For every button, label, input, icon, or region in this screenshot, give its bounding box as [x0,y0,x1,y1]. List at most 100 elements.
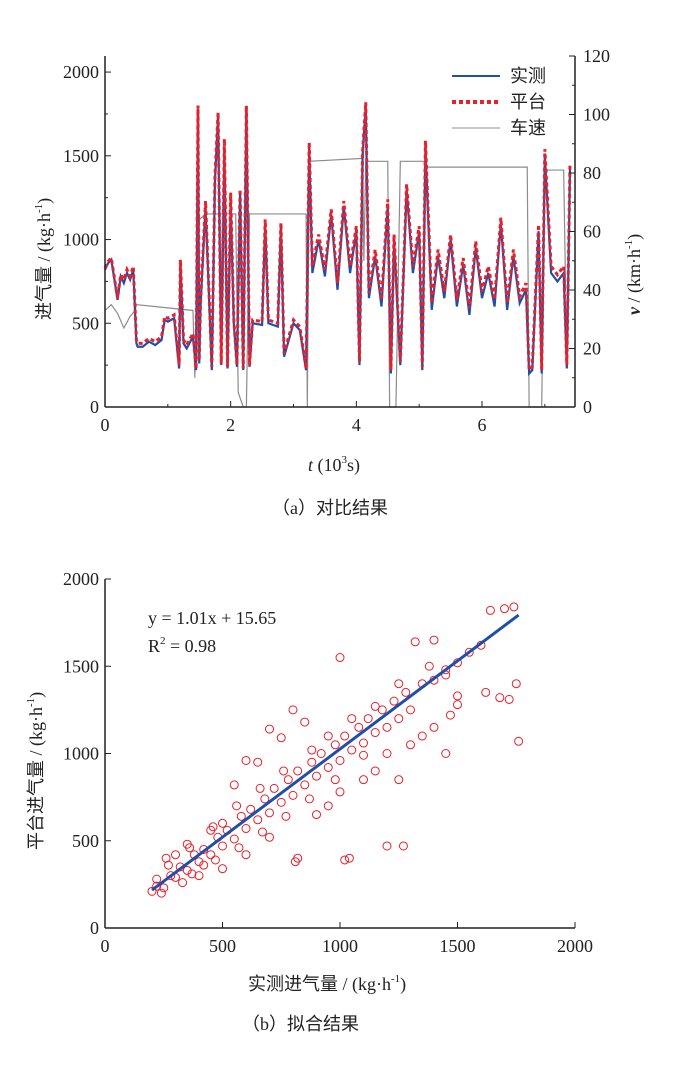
scatter-point [241,824,251,834]
scatter-point [281,811,291,821]
scatter-point [464,647,474,657]
scatter-point [410,637,420,647]
scatter-point [340,855,350,865]
fit-equation: y = 1.01x + 15.65 [148,608,276,628]
scatter-point [335,755,345,765]
scatter-point [265,724,274,734]
x-tick-label: 4 [352,415,361,435]
y-tick-label: 2000 [63,62,99,82]
scatter-point [354,722,364,732]
scatter-point [485,605,495,615]
scatter-point [288,705,298,715]
fit-chart: 0 500 1000 1500 2000 0 500 1000 1500 2000 y = 1.0… [25,569,593,1034]
scatter-point [340,731,350,741]
scatter-point [265,832,274,842]
scatter-point [394,679,404,689]
y2-tick-label: 20 [583,339,601,359]
scatter-point [232,801,242,811]
platform-line [103,102,572,374]
scatter-point [265,808,274,818]
legend-label-platform: 平台 [510,92,546,112]
y2-label-exp: -1 [623,240,635,249]
x-tick-label: 0 [101,415,110,435]
scatter-point [229,834,239,844]
scatter-point [394,714,404,724]
scatter-point [481,687,491,697]
scatter-point [330,775,340,785]
scatter-point [406,740,415,750]
legend-label-measured: 实测 [510,66,546,86]
scatter-point [363,714,373,724]
y-axis-label: 平台进气量 / (kg·h-1) [25,692,47,850]
scatter-point [359,775,368,785]
r-squared: R2 = 0.98 [148,635,216,656]
scatter-point [218,818,227,828]
r2-prefix: R [148,636,160,656]
x-tick-label: 1500 [440,936,476,956]
fit-line [151,613,520,892]
scatter-point [163,860,173,870]
scatter-point [330,740,340,750]
scatter-point [377,705,387,715]
y-tick-label: 1000 [63,230,99,250]
scatter-point [218,841,227,851]
scatter-point [417,731,427,741]
scatter-point [199,860,209,870]
legend-label-speed: 车速 [510,118,546,138]
y2-tick-label: 60 [583,222,601,242]
y2-tick-label: 0 [583,397,592,417]
scatter-point [290,857,300,867]
scatter-point [370,766,380,776]
scatter-point [304,794,314,804]
measured-line [104,105,572,377]
scatter-point [246,804,256,814]
x-tick-label: 6 [478,415,487,435]
scatter-point [307,757,317,767]
y2-label-end: ) [624,234,645,240]
scatter-point [300,717,310,727]
scatter-point [276,733,286,743]
y-tick-label: 1500 [63,656,99,676]
y-tick-label: 1000 [63,744,99,764]
scatter-point [453,700,462,710]
scatter-point [241,850,251,860]
scatter-point [187,869,197,879]
y2-tick-label: 120 [583,46,610,66]
scatter-point [236,811,246,821]
scatter-point [159,883,169,893]
legend: 实测 平台 车速 [452,66,546,138]
scatter-point [185,843,195,853]
y-tick-label: 2000 [63,569,99,589]
scatter-point [429,635,439,645]
scatter-point [152,874,162,884]
scatter-point [178,878,188,888]
scatter-point [514,736,524,746]
y2-label-var: v [624,306,644,315]
scatter-point [359,750,368,760]
scatter-point [229,780,239,790]
x-tick-label: 500 [209,936,236,956]
scatter-point [316,749,326,758]
y-label-end: ) [26,692,47,698]
scatter-point [445,710,455,720]
scatter-point [382,722,392,732]
scatter-point [293,766,303,776]
x-label-text: 实测进气量 / (kg·h [248,974,391,995]
scatter-point [370,701,380,711]
y-label-text: 进气量 / (kg·h [34,213,55,320]
scatter-point [312,810,321,820]
x-axis-label: 实测进气量 / (kg·h-1) [248,973,406,995]
y-axis-label: 进气量 / (kg·h-1) [33,198,55,320]
scatter-point [323,731,333,741]
scatter-point [359,738,368,748]
scatter-point [441,749,451,758]
scatter-point [453,691,462,701]
scatter-point [253,757,263,767]
scatter-point [253,815,263,825]
y-tick-label: 1500 [63,146,99,166]
x-axis-var: t [308,455,314,475]
scatter-point [344,853,354,863]
scatter-point [500,604,509,614]
scatter-point [257,827,267,837]
